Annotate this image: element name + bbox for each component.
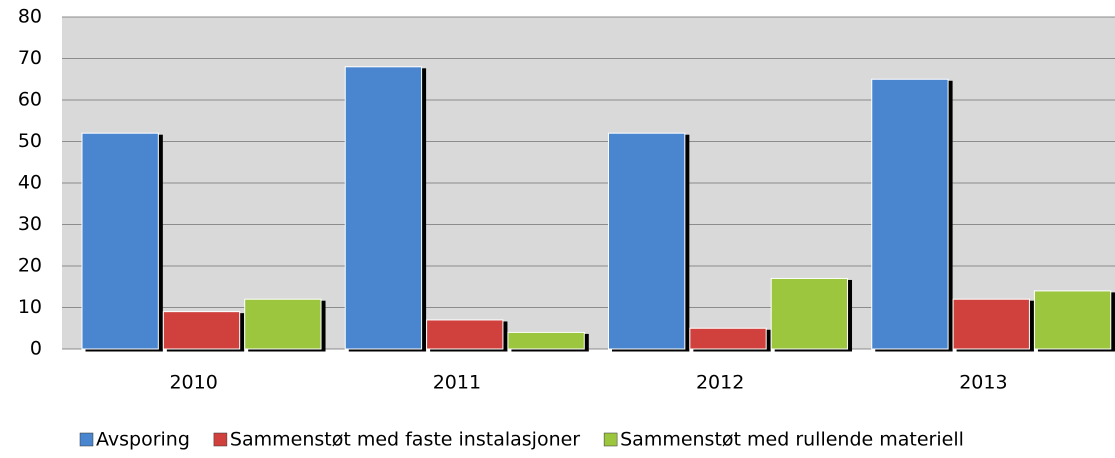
x-tick-label: 2011 <box>433 372 481 394</box>
y-tick-label: 70 <box>18 47 42 69</box>
bar <box>1033 290 1112 350</box>
bar <box>689 327 767 350</box>
x-tick-label: 2010 <box>169 372 217 394</box>
y-tick-label: 80 <box>18 6 42 28</box>
bar <box>162 311 241 350</box>
legend-swatch <box>213 432 228 447</box>
x-tick-label: 2013 <box>959 372 1007 394</box>
bar <box>871 78 949 350</box>
y-tick-label: 0 <box>30 338 42 360</box>
x-tick-label: 2012 <box>696 372 744 394</box>
bar <box>426 319 504 350</box>
legend-label: Avsporing <box>96 429 190 451</box>
bar <box>81 132 159 350</box>
legend-label: Sammenstøt med rullende materiell <box>620 429 964 451</box>
legend-label: Sammenstøt med faste instalasjoner <box>230 429 580 451</box>
y-tick-label: 50 <box>18 130 42 152</box>
y-tick-label: 60 <box>18 89 42 111</box>
legend-swatch <box>79 432 94 447</box>
y-tick-label: 40 <box>18 172 42 194</box>
legend-swatch <box>603 432 618 447</box>
bar <box>770 277 849 350</box>
y-tick-label: 20 <box>18 255 42 277</box>
y-tick-label: 30 <box>18 213 42 235</box>
bar <box>507 331 585 350</box>
bar <box>244 298 322 350</box>
bar <box>952 298 1030 350</box>
bar <box>344 66 423 350</box>
y-tick-label: 10 <box>18 296 42 318</box>
bar <box>608 132 686 350</box>
